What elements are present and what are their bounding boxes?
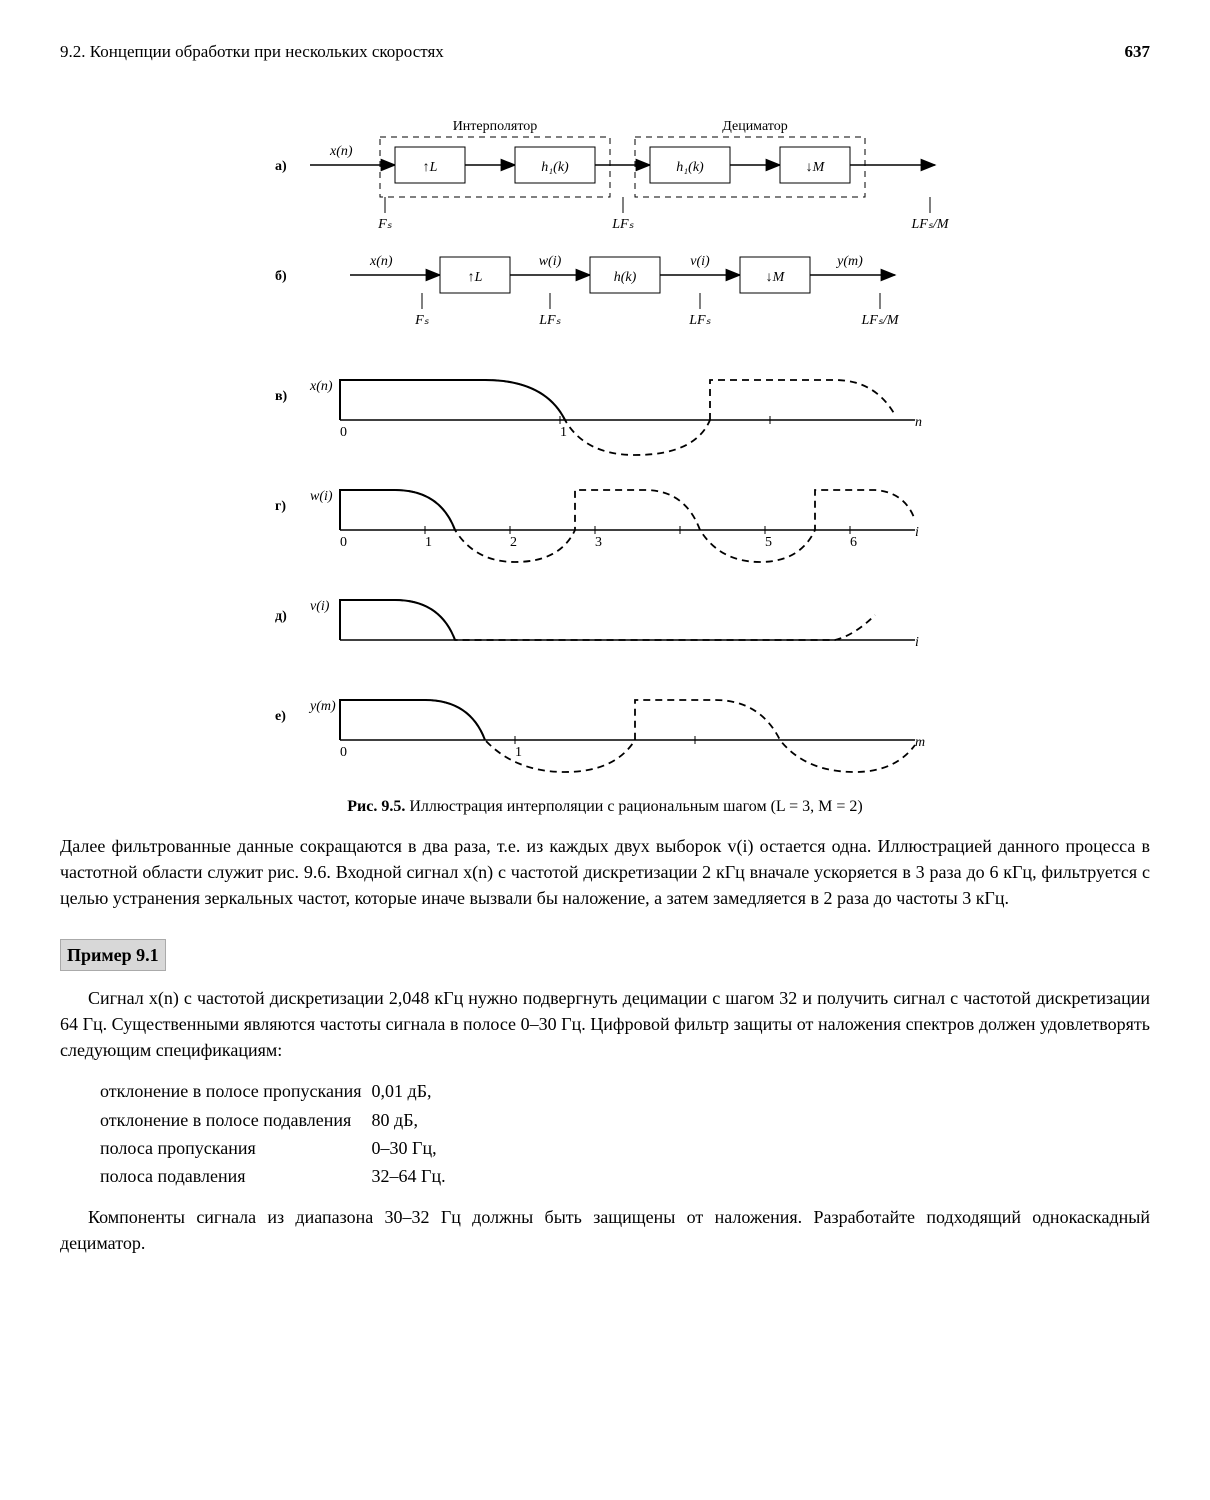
svg-text:h₁(k): h₁(k) [676,160,704,175]
paragraph-2: Сигнал x(n) с частотой дискретизации 2,0… [60,985,1150,1063]
svg-text:3: 3 [595,535,602,550]
page-number: 637 [1125,40,1151,65]
svg-text:LFₛ/M: LFₛ/M [860,313,899,328]
page-header: 9.2. Концепции обработки при нескольких … [60,40,1150,65]
diagram-a: а) Интерполятор Дециматор x(n) ↑L h₁(k) … [275,119,950,232]
svg-text:↑L: ↑L [468,270,483,285]
svg-text:Fₛ: Fₛ [377,217,393,232]
svg-text:LFₛ/M: LFₛ/M [910,217,949,232]
table-row: отклонение в полосе подавления80 дБ, [100,1106,456,1134]
svg-text:г): г) [275,499,286,514]
svg-text:0: 0 [340,535,347,550]
svg-text:5: 5 [765,535,772,550]
svg-text:y(m): y(m) [835,254,863,269]
diagram-b: б) x(n) ↑L w(i) h(k) v(i) ↓M y(m) Fₛ LFₛ… [275,254,900,328]
svg-text:1: 1 [560,425,567,440]
svg-text:LFₛ: LFₛ [611,217,634,232]
table-row: полоса подавления32–64 Гц. [100,1162,456,1190]
figure-9-5: а) Интерполятор Дециматор x(n) ↑L h₁(k) … [60,85,1150,818]
svg-text:в): в) [275,389,288,404]
svg-text:д): д) [275,609,287,624]
figure-caption: Рис. 9.5. Иллюстрация интерполяции с рац… [60,795,1150,818]
figure-svg: а) Интерполятор Дециматор x(n) ↑L h₁(k) … [215,85,995,785]
svg-text:е): е) [275,709,286,724]
spectrum-v: в) x(n) 0 1 n [275,379,922,455]
svg-text:↓M: ↓M [806,160,826,175]
spectrum-d: д) v(i) i [275,599,919,650]
svg-text:↑L: ↑L [423,160,438,175]
section-title: 9.2. Концепции обработки при нескольких … [60,40,444,65]
svg-text:Fₛ: Fₛ [414,313,430,328]
svg-text:i: i [915,525,919,540]
svg-text:i: i [915,635,919,650]
svg-text:1: 1 [425,535,432,550]
svg-text:m: m [915,735,925,750]
svg-text:6: 6 [850,535,857,550]
svg-text:x(n): x(n) [369,254,393,269]
svg-text:v(i): v(i) [690,254,710,269]
svg-text:0: 0 [340,425,347,440]
svg-text:n: n [915,415,922,430]
svg-text:x(n): x(n) [309,379,333,394]
spec-table: отклонение в полосе пропускания0,01 дБ, … [100,1077,456,1189]
svg-text:2: 2 [510,535,517,550]
svg-text:h₁(k): h₁(k) [541,160,569,175]
example-title: Пример 9.1 [60,939,166,971]
svg-text:h(k): h(k) [614,270,637,285]
svg-text:v(i): v(i) [310,599,330,614]
svg-text:Дециматор: Дециматор [722,119,787,134]
svg-text:x(n): x(n) [329,144,353,159]
svg-text:а): а) [275,159,287,174]
svg-text:1: 1 [515,745,522,760]
paragraph-1: Далее фильтрованные данные сокращаются в… [60,833,1150,911]
svg-text:w(i): w(i) [539,254,562,269]
svg-text:w(i): w(i) [310,489,333,504]
spectrum-e: е) y(m) 0 1 m [275,699,925,772]
svg-text:y(m): y(m) [308,699,336,714]
table-row: полоса пропускания0–30 Гц, [100,1134,456,1162]
spectrum-g: г) w(i) 0 1 2 3 5 6 i [275,489,919,562]
svg-text:0: 0 [340,745,347,760]
svg-text:б): б) [275,269,287,284]
svg-text:LFₛ: LFₛ [688,313,711,328]
svg-text:LFₛ: LFₛ [538,313,561,328]
paragraph-3: Компоненты сигнала из диапазона 30–32 Гц… [60,1204,1150,1256]
svg-text:Интерполятор: Интерполятор [453,119,538,134]
table-row: отклонение в полосе пропускания0,01 дБ, [100,1077,456,1105]
svg-text:↓M: ↓M [766,270,786,285]
